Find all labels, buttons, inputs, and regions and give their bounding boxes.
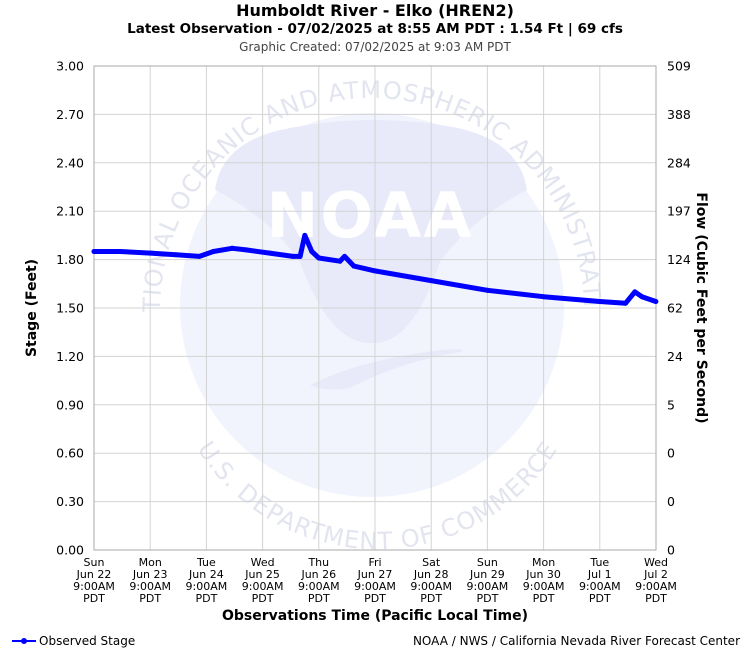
noaa-bird-shape [215,120,527,344]
observed-stage-point [309,249,315,254]
observed-stage-point [653,299,659,304]
observed-stage-point [342,253,348,259]
y2-tick-label: 62 [667,301,683,316]
x-axis-label: Observations Time (Pacific Local Time) [222,608,528,624]
y-tick-label: 0.90 [56,397,84,412]
observed-stage-point [297,253,303,259]
y-axis-left: 0.00 0.30 0.60 0.90 1.20 1.50 1.80 2.10 2.40 2.70… [56,59,84,558]
observed-stage-point [117,249,123,254]
graphic-created: Graphic Created: 07/02/2025 at 9:03 AM P… [239,40,511,54]
observed-stage-point [623,300,629,306]
observed-stage-point [267,250,273,256]
observed-stage-point [316,255,322,261]
y-tick-label: 3.00 [56,59,84,74]
x-axis: Sun Jun 22 9:00AM PDT Mon Jun 23 9:00AM PDT Tue J… [73,556,677,605]
y2-axis-label: Flow (Cubic Feet per Second) [693,192,709,423]
y2-tick-label: 197 [667,204,691,219]
y2-tick-label: 388 [667,107,691,122]
y2-tick-label: 0 [667,446,675,461]
noaa-logo-text: NOAA [267,179,474,252]
observed-stage-point [229,245,235,251]
x-tick-label: Mon Jun 30 9:00AM PDT [523,556,565,605]
y-tick-label: 1.50 [56,301,84,316]
series-layer [91,232,659,306]
observed-stage-point [147,250,153,256]
y-tick-label: 2.70 [56,107,84,122]
noaa-watermark: NOAA NATIONAL OCEANIC AND ATMOSPHERIC AD… [0,0,605,555]
credit-text: NOAA / NWS / California Nevada River For… [412,634,740,648]
observed-stage-point [372,268,378,274]
y2-tick-label: 284 [667,155,691,170]
y-tick-label: 0.60 [56,446,84,461]
y-tick-label: 1.80 [56,252,84,267]
x-tick-label: Tue Jun 24 9:00AM PDT [186,556,228,605]
x-tick-label: Sun Jun 22 9:00AM PDT [73,556,115,605]
y-tick-label: 1.20 [56,349,84,364]
chart-title: Humboldt River - Elko (HREN2) [236,1,514,20]
observed-stage-point [639,294,645,300]
y-axis-right: 0 0 0 5 24 62 124 197 284 388 509 [667,59,691,558]
observed-stage-point [632,289,638,295]
grid-lines [93,65,657,551]
observed-stage-point [597,299,603,304]
y2-tick-label: 0 [667,543,675,558]
x-tick-label: Mon Jun 23 9:00AM PDT [129,556,171,605]
legend-label: Observed Stage [39,634,136,648]
x-tick-label: Sun Jun 29 9:00AM PDT [467,556,509,605]
y2-tick-label: 0 [667,494,675,509]
y2-tick-label: 24 [667,349,683,364]
plot-frame [93,65,657,551]
noaa-wave-shape [310,349,463,390]
observed-stage-point [290,253,296,259]
y2-tick-label: 124 [667,252,691,267]
observed-stage-point [541,294,547,300]
y2-tick-label: 509 [667,59,691,74]
x-tick-label: Thu Jun 26 9:00AM PDT [298,556,340,605]
legend: Observed Stage [12,634,135,648]
observed-stage-point [243,247,249,253]
y-tick-label: 0.00 [56,543,84,558]
y-tick-label: 2.10 [56,204,84,219]
y-axis-label: Stage (Feet) [24,259,40,357]
observed-stage-point [351,263,357,269]
legend-line-marker-icon [12,638,36,644]
y-tick-label: 2.40 [56,155,84,170]
observed-stage-point [428,278,434,284]
y2-tick-label: 5 [667,397,675,412]
observed-stage-point [302,232,308,238]
x-tick-label: Wed Jul 2 9:00AM PDT [635,556,677,605]
x-tick-label: Sat Jun 28 9:00AM PDT [410,556,452,605]
observed-stage-point [196,253,202,259]
x-tick-label: Wed Jun 25 9:00AM PDT [242,556,284,605]
observed-stage-point [91,249,97,254]
x-tick-label: Tue Jul 1 9:00AM PDT [579,556,621,605]
observed-stage-point [210,249,216,254]
latest-observation: Latest Observation - 07/02/2025 at 8:55 … [127,21,623,37]
x-tick-label: Fri Jun 27 9:00AM PDT [354,556,396,605]
observed-stage-point [173,252,179,258]
observed-stage-point [337,258,343,264]
y-tick-label: 0.30 [56,494,84,509]
observed-stage-point [484,287,490,293]
